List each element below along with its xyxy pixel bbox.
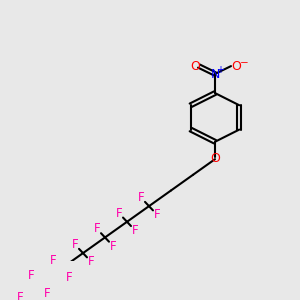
Text: F: F xyxy=(88,255,94,268)
Text: F: F xyxy=(71,238,78,251)
Text: F: F xyxy=(154,208,160,221)
Text: F: F xyxy=(116,206,122,220)
Text: F: F xyxy=(50,254,56,266)
Text: N: N xyxy=(210,68,220,81)
Text: −: − xyxy=(240,58,248,68)
Text: F: F xyxy=(132,224,139,237)
Text: O: O xyxy=(231,60,241,73)
Text: F: F xyxy=(17,291,24,300)
Text: O: O xyxy=(190,60,200,73)
Text: F: F xyxy=(137,191,144,204)
Text: F: F xyxy=(110,240,116,253)
Text: +: + xyxy=(216,64,224,75)
Text: F: F xyxy=(94,222,100,235)
Text: O: O xyxy=(210,152,220,165)
Text: F: F xyxy=(66,271,73,284)
Text: F: F xyxy=(44,287,50,300)
Text: F: F xyxy=(28,269,34,282)
